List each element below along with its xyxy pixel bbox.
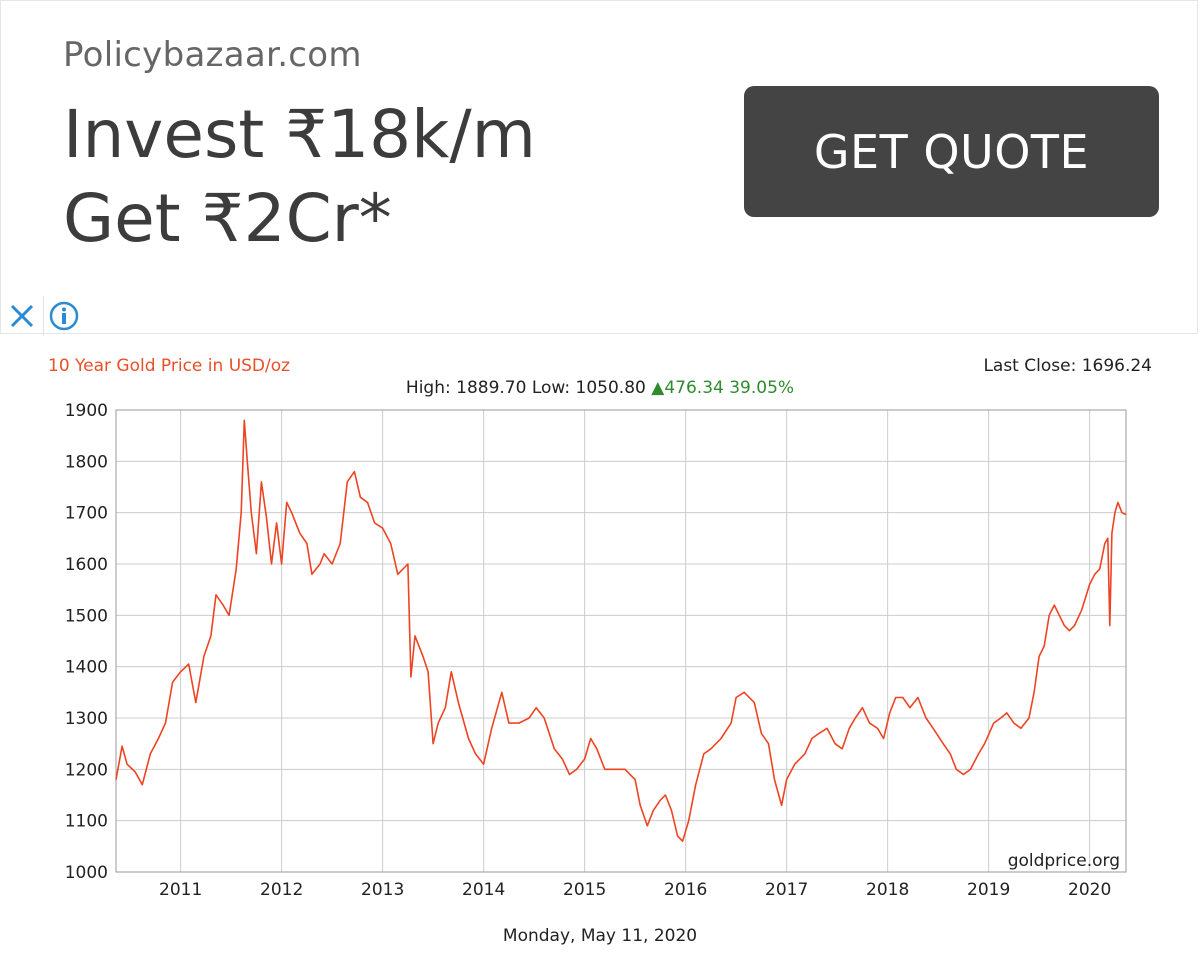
y-tick-label: 1600 <box>65 555 108 575</box>
x-tick-label: 2014 <box>462 880 505 900</box>
low-label: Low: <box>532 378 570 398</box>
chart-title: 10 Year Gold Price in USD/oz <box>48 356 290 376</box>
x-axis-ticks: 2011 2012 2013 2014 2015 2016 2017 2018 2019 2020 <box>159 880 1111 900</box>
y-tick-label: 1700 <box>65 504 108 524</box>
x-tick-label: 2012 <box>260 880 303 900</box>
change-value: 476.34 <box>664 378 723 398</box>
y-tick-label: 1500 <box>65 606 108 626</box>
x-tick-label: 2020 <box>1068 880 1111 900</box>
x-tick-label: 2017 <box>765 880 808 900</box>
ad-headline: Invest ₹18k/m Get ₹2Cr* <box>63 93 536 261</box>
ad-banner[interactable]: Policybazaar.com Invest ₹18k/m Get ₹2Cr*… <box>0 0 1198 336</box>
watermark: goldprice.org <box>1008 851 1120 871</box>
stats-line: High: 1889.70 Low: 1050.80 ▲476.34 39.05… <box>406 378 794 398</box>
y-tick-label: 1000 <box>65 863 108 883</box>
x-tick-label: 2015 <box>563 880 606 900</box>
change-up-icon: ▲ <box>651 378 665 398</box>
date-label: Monday, May 11, 2020 <box>503 926 697 946</box>
gold-price-line <box>115 419 1127 843</box>
ad-headline-line2: Get ₹2Cr* <box>63 180 392 257</box>
change-percent: 39.05% <box>729 378 794 398</box>
high-label: High: <box>406 378 451 398</box>
x-tick-label: 2019 <box>967 880 1010 900</box>
get-quote-button[interactable]: GET QUOTE <box>744 86 1159 217</box>
info-icon[interactable] <box>43 296 84 336</box>
y-axis-ticks: 1000 1100 1200 1300 1400 1500 1600 1700 1800 1900 <box>65 401 108 883</box>
y-tick-label: 1300 <box>65 709 108 729</box>
high-value: 1889.70 <box>456 378 526 398</box>
ad-domain: Policybazaar.com <box>63 35 362 75</box>
low-value: 1050.80 <box>576 378 646 398</box>
ad-choices <box>1 296 91 336</box>
y-tick-label: 1800 <box>65 452 108 472</box>
last-close-label: Last Close: 1696.24 <box>983 356 1152 376</box>
x-tick-label: 2016 <box>664 880 707 900</box>
price-series <box>115 419 1127 843</box>
y-tick-label: 1200 <box>65 760 108 780</box>
close-icon[interactable] <box>1 296 43 336</box>
ad-headline-line1: Invest ₹18k/m <box>63 96 536 173</box>
chart-grid <box>116 409 1126 873</box>
y-tick-label: 1900 <box>65 401 108 421</box>
x-tick-label: 2011 <box>159 880 202 900</box>
plot-frame <box>115 409 1127 873</box>
gold-price-chart: 10 Year Gold Price in USD/oz Last Close:… <box>48 356 1152 946</box>
y-tick-label: 1400 <box>65 658 108 678</box>
y-tick-label: 1100 <box>65 812 108 832</box>
x-tick-label: 2018 <box>866 880 909 900</box>
x-tick-label: 2013 <box>361 880 404 900</box>
